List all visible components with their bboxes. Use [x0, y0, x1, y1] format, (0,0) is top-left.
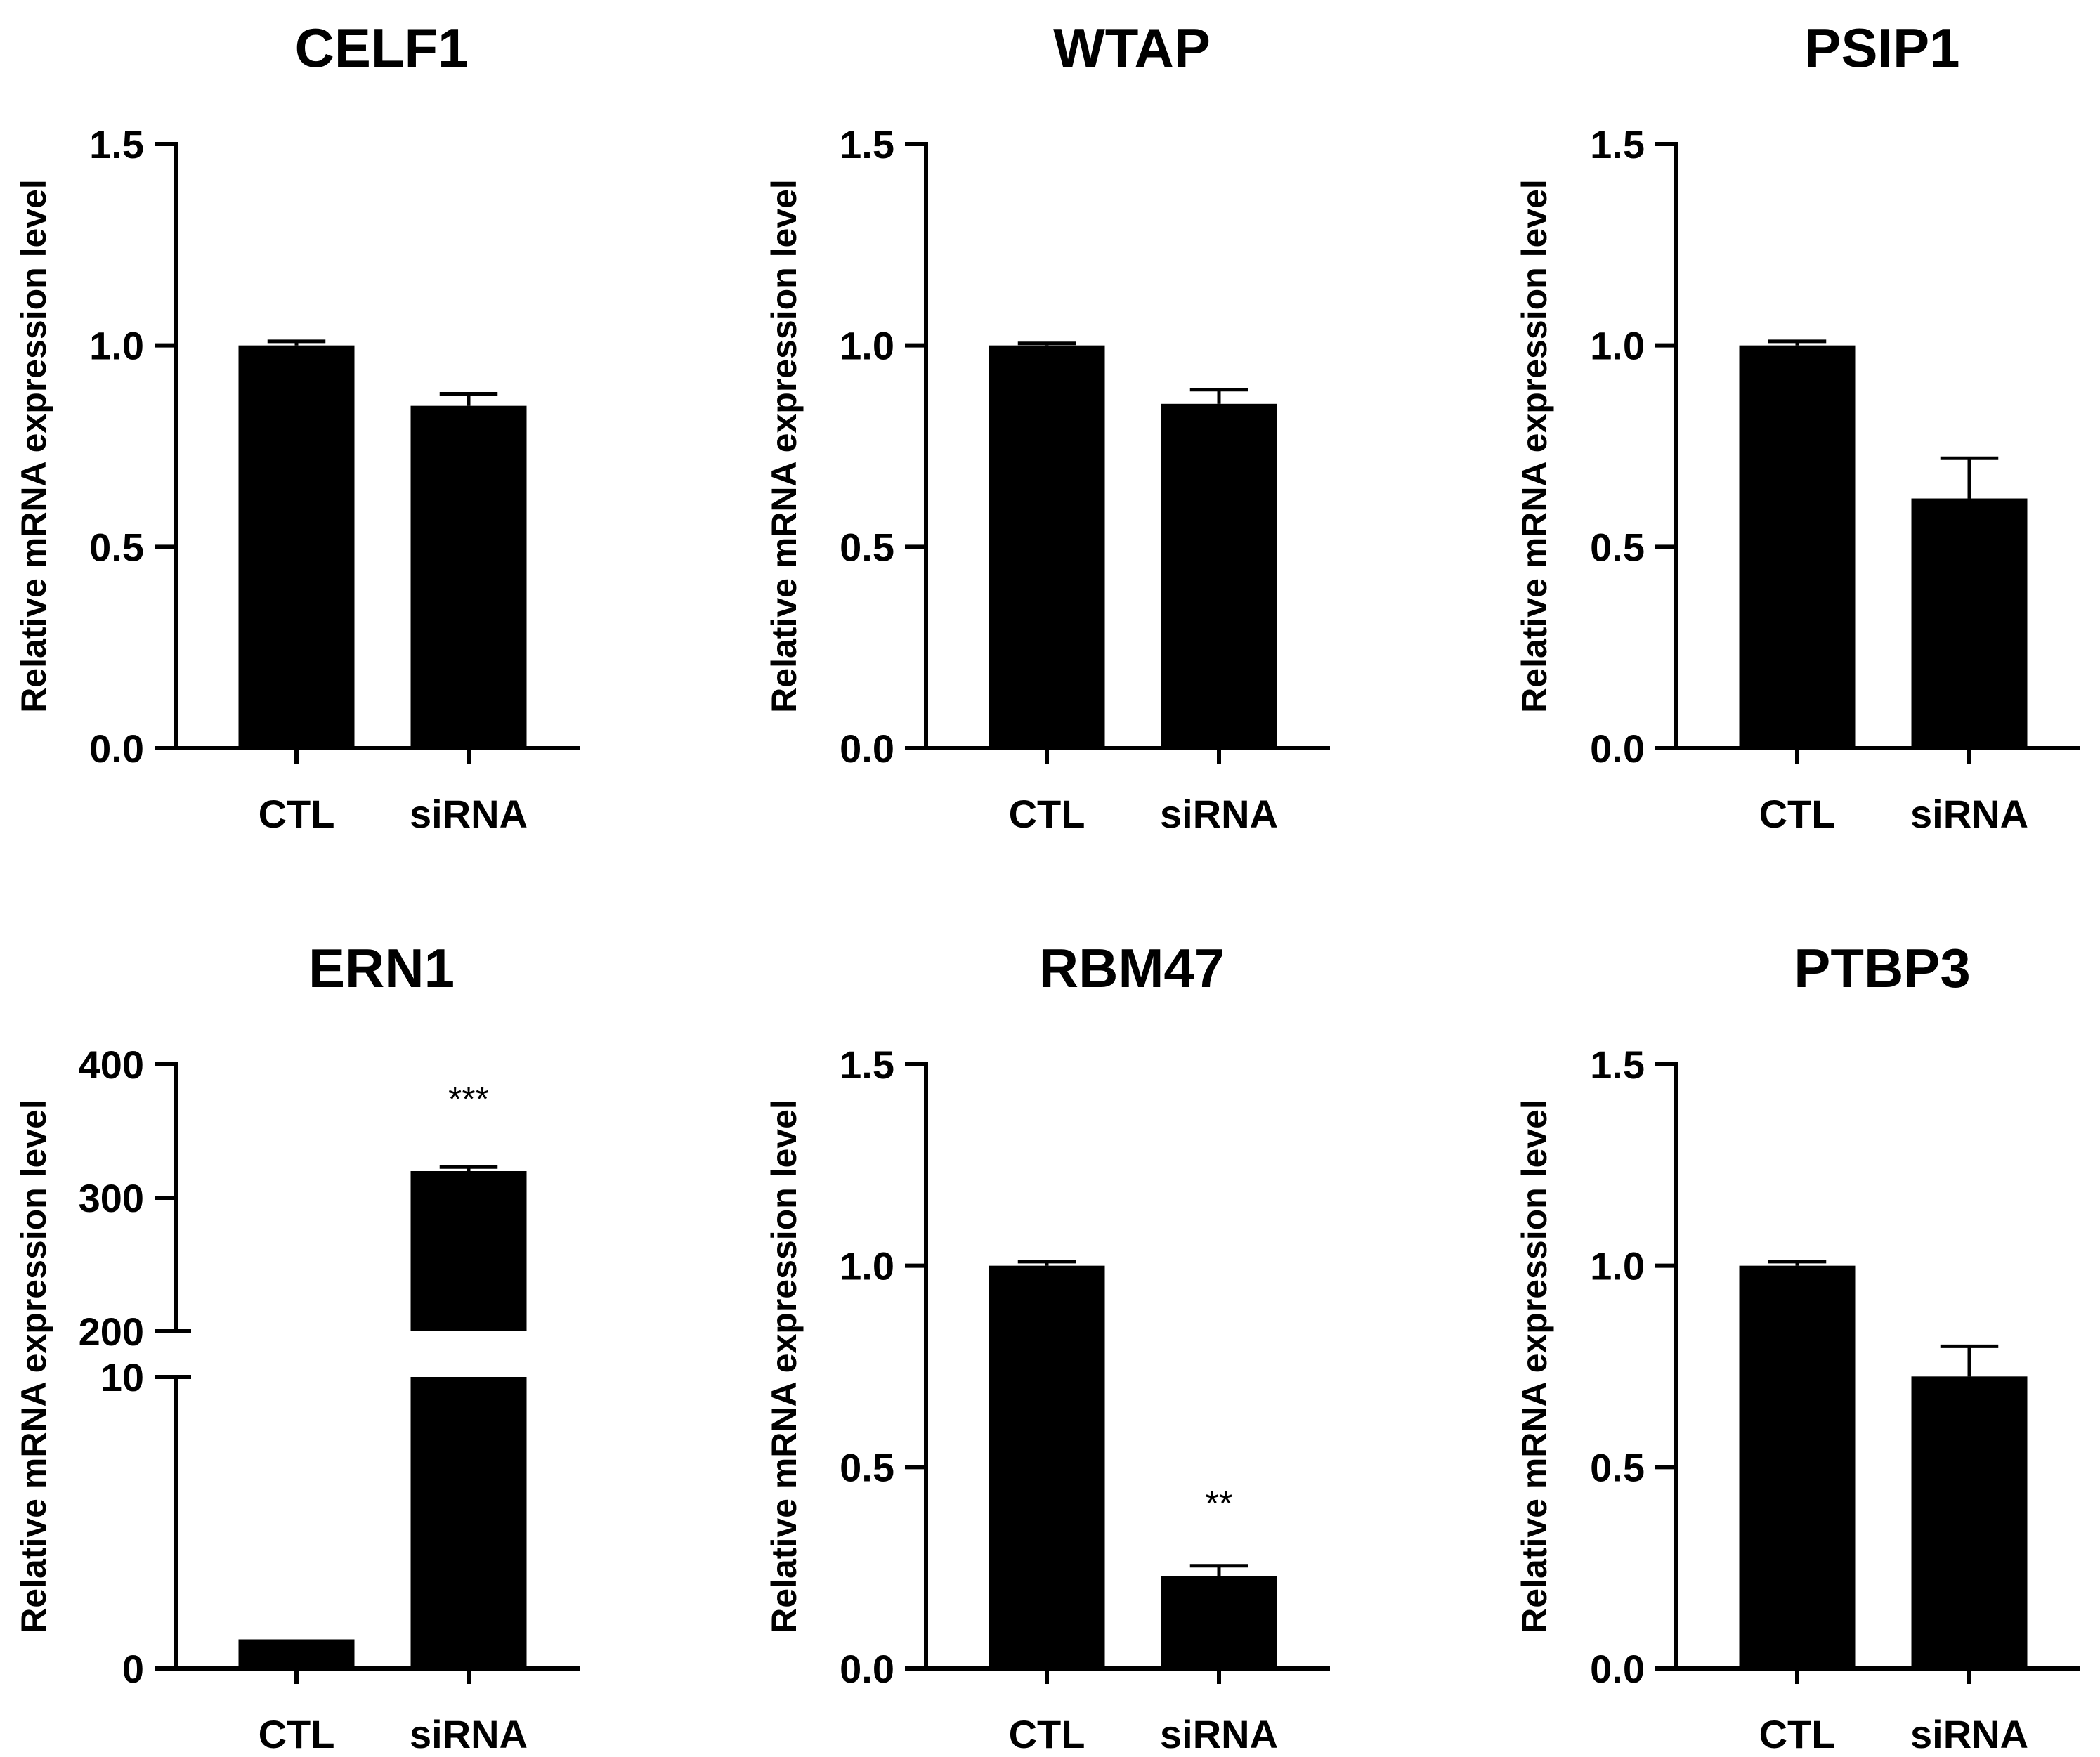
chart-panel-psip1: PSIP1 Relative mRNA expression level CTL si… [1515, 17, 2080, 836]
y-tick-label: 0.0 [840, 1647, 894, 1691]
significance-marker: ** [1206, 1484, 1233, 1523]
y-tick-label: 0.0 [1590, 726, 1645, 771]
bar-sirna [1161, 1576, 1277, 1668]
chart-panel-ern1: ERN1 Relative mRNA expression level CTL siR… [14, 937, 580, 1756]
bar-ctl [1739, 1265, 1856, 1668]
x-tick-label: CTL [1759, 1712, 1836, 1756]
bar-sirna [410, 405, 527, 748]
bar-ctl [238, 1639, 355, 1668]
y-tick-label: 0.5 [840, 525, 894, 569]
bar-ctl [1739, 345, 1856, 749]
y-tick-label: 400 [79, 1043, 144, 1087]
y-tick-label: 0 [122, 1647, 144, 1691]
y-axis-label: Relative mRNA expression level [764, 179, 804, 713]
chart-title: PTBP3 [1794, 937, 1970, 999]
y-axis-label: Relative mRNA expression level [14, 1099, 53, 1633]
x-tick-label: siRNA [410, 792, 528, 836]
chart-title: WTAP [1053, 17, 1211, 79]
y-tick-label: 1.5 [840, 122, 894, 166]
significance-marker: *** [448, 1079, 489, 1118]
chart-panel-rbm47: RBM47 Relative mRNA expression level CTL si… [764, 937, 1330, 1756]
y-tick-label: 10 [100, 1355, 144, 1399]
x-tick-label: siRNA [1160, 792, 1278, 836]
x-tick-label: CTL [1009, 792, 1085, 836]
y-tick-label: 0.5 [1590, 1445, 1645, 1489]
y-tick-label: 1.5 [1590, 1043, 1645, 1087]
bar-sirna-lower [410, 1377, 527, 1668]
bar-sirna [1161, 403, 1277, 748]
chart-title: ERN1 [308, 937, 455, 999]
y-tick-label: 200 [79, 1309, 144, 1354]
y-tick-label: 0.0 [89, 726, 144, 771]
chart-title: CELF1 [294, 17, 468, 79]
y-axis-label: Relative mRNA expression level [764, 1099, 804, 1633]
x-tick-label: siRNA [410, 1712, 528, 1756]
x-tick-label: siRNA [1910, 1712, 2028, 1756]
y-axis-label: Relative mRNA expression level [14, 179, 53, 713]
x-tick-label: CTL [259, 792, 335, 836]
x-tick-label: CTL [259, 1712, 335, 1756]
y-tick-label: 1.0 [1590, 1244, 1645, 1288]
y-tick-label: 0.5 [840, 1445, 894, 1489]
chart-title: PSIP1 [1804, 17, 1959, 79]
y-tick-label: 1.5 [89, 122, 144, 166]
bar-ctl [238, 345, 355, 749]
y-tick-label: 1.0 [840, 324, 894, 368]
y-tick-label: 0.0 [840, 726, 894, 771]
x-tick-label: CTL [1759, 792, 1836, 836]
y-tick-label: 1.0 [1590, 324, 1645, 368]
y-tick-label: 1.5 [1590, 122, 1645, 166]
x-tick-label: siRNA [1910, 792, 2028, 836]
x-tick-label: CTL [1009, 1712, 1085, 1756]
bar-sirna [1911, 498, 2028, 748]
chart-panel-wtap: WTAP Relative mRNA expression level CTL siR… [764, 17, 1330, 836]
y-tick-label: 0.5 [1590, 525, 1645, 569]
chart-panel-celf1: CELF1 Relative mRNA expression level CTL si… [14, 17, 580, 836]
bar-ctl [989, 1265, 1105, 1668]
bar-sirna-upper [410, 1171, 527, 1331]
bar-sirna [1911, 1376, 2028, 1668]
chart-title: RBM47 [1039, 937, 1225, 999]
bar-ctl [989, 345, 1105, 749]
y-tick-label: 1.5 [840, 1043, 894, 1087]
y-axis-label: Relative mRNA expression level [1515, 1099, 1554, 1633]
y-tick-label: 1.0 [840, 1244, 894, 1288]
y-tick-label: 300 [79, 1176, 144, 1220]
y-tick-label: 1.0 [89, 324, 144, 368]
y-tick-label: 0.5 [89, 525, 144, 569]
x-tick-label: siRNA [1160, 1712, 1278, 1756]
y-axis-label: Relative mRNA expression level [1515, 179, 1554, 713]
chart-panel-ptbp3: PTBP3 Relative mRNA expression level CTL si… [1515, 937, 2080, 1756]
y-tick-label: 0.0 [1590, 1647, 1645, 1691]
